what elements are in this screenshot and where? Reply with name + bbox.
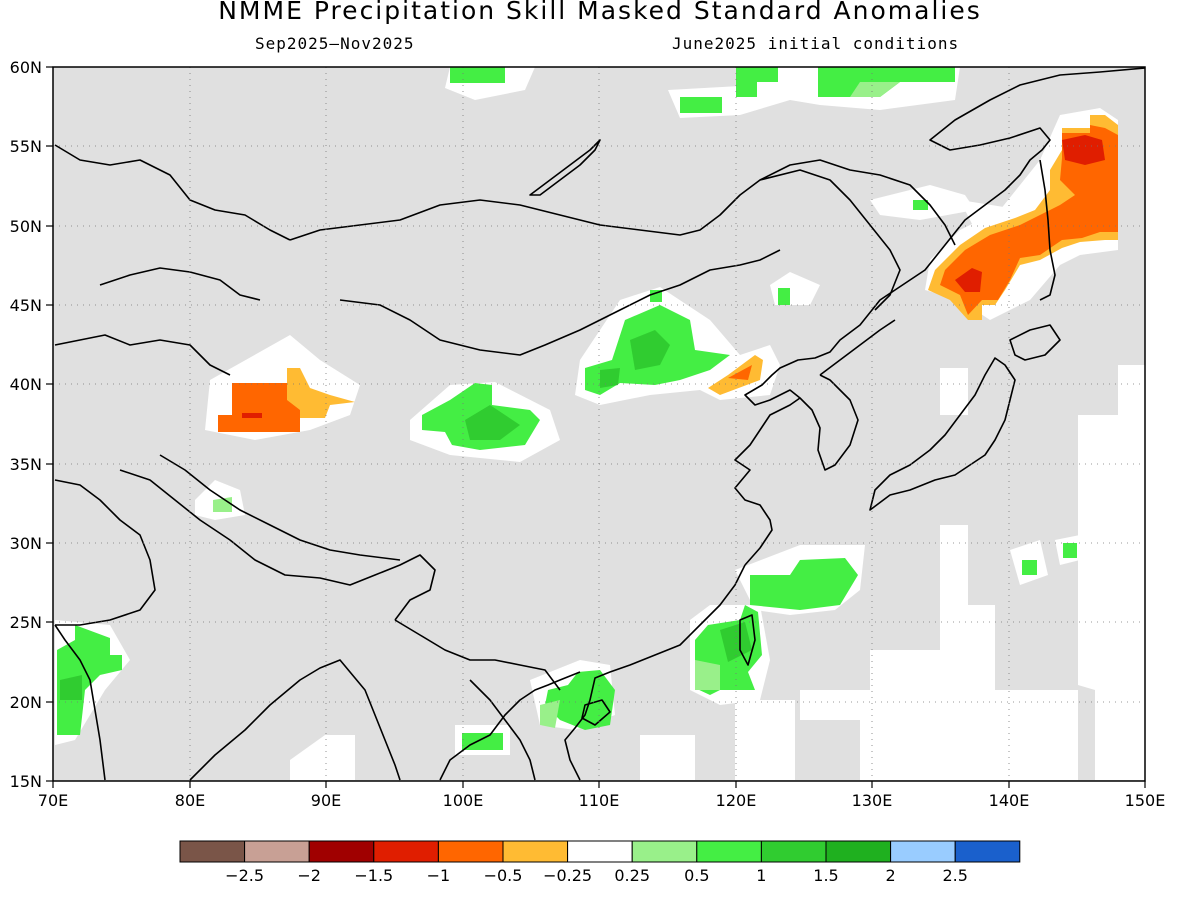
map-title: NMME Precipitation Skill Masked Standard… (218, 0, 982, 25)
border-southeast-asia (394, 619, 561, 691)
coastline-sakhalin (1039, 159, 1056, 301)
legend-color-box (890, 840, 956, 863)
legend-tick-label: −0.5 (484, 866, 523, 885)
legend-color-box (825, 840, 892, 863)
border-china-korea (819, 319, 896, 376)
lat-label: 45N (10, 296, 42, 315)
axis-ticks (46, 66, 1146, 788)
color-legend (179, 840, 1021, 863)
lat-label: 40N (10, 375, 42, 394)
coastline-taiwan (739, 614, 756, 666)
lat-label: 15N (10, 772, 42, 791)
anomaly-layer (53, 67, 1145, 781)
lat-label: 35N (10, 455, 42, 474)
lake-baikal (529, 139, 601, 196)
border-china-mongolia (289, 169, 901, 311)
legend-tick-label: −2.5 (225, 866, 264, 885)
coastline-hainan (581, 699, 611, 726)
legend-color-box (373, 840, 439, 863)
legend-tick-label: 1.5 (813, 866, 838, 885)
coastlines-borders (54, 67, 1145, 781)
legend-tick-label: 2 (886, 866, 896, 885)
legend-tick-labels: −2.5 −2 −1.5 −1 −0.5 −0.25 0.25 0.5 1 1.5 2 2.5 (225, 866, 968, 885)
legend-color-box (631, 840, 698, 863)
coastline-india-bay (54, 624, 106, 781)
legend-color-box (760, 840, 827, 863)
border-kazakhstan-south (54, 334, 231, 376)
lon-label: 140E (989, 791, 1030, 810)
legend-tick-label: −2 (297, 866, 321, 885)
legend-tick-label: −1 (427, 866, 451, 885)
legend-tick-label: −0.25 (543, 866, 592, 885)
lat-label: 60N (10, 58, 42, 77)
coastline-bangladesh-myanmar (189, 659, 401, 781)
coastline-hokkaido (1009, 324, 1061, 361)
legend-color-box (179, 840, 246, 863)
negative-anomalies (218, 115, 1118, 432)
legend-color-box (696, 840, 762, 863)
border-mongolia-south (339, 249, 781, 356)
lon-label: 90E (311, 791, 341, 810)
border-tibet-india (159, 454, 401, 561)
lat-label: 55N (10, 137, 42, 156)
legend-color-box (244, 840, 310, 863)
legend-tick-label: −1.5 (354, 866, 393, 885)
legend-tick-label: 1 (756, 866, 766, 885)
border-russia-kazakh (54, 144, 291, 241)
lon-label: 150E (1125, 791, 1166, 810)
border-india-pakistan (54, 479, 156, 626)
lat-label: 30N (10, 534, 42, 553)
lat-label: 20N (10, 693, 42, 712)
coastline-south-china (564, 564, 746, 781)
lat-lon-grid (53, 67, 1145, 781)
longitude-labels: 70E 80E 90E 100E 110E 120E 130E 140E 150… (38, 791, 1166, 810)
legend-color-box (954, 840, 1021, 863)
legend-tick-label: 0.25 (614, 866, 650, 885)
latitude-labels: 60N 55N 50N 45N 40N 35N 30N 25N 20N 15N (10, 58, 42, 791)
legend-color-box (437, 840, 504, 863)
legend-tick-label: 2.5 (942, 866, 967, 885)
lon-label: 100E (443, 791, 484, 810)
lat-label: 25N (10, 613, 42, 632)
lon-label: 120E (716, 791, 757, 810)
border-russia-china-northeast (759, 159, 956, 246)
legend-color-box (567, 840, 633, 863)
coastline-east-asia (734, 67, 1145, 566)
lon-label: 70E (38, 791, 68, 810)
lon-label: 80E (175, 791, 205, 810)
lon-label: 110E (579, 791, 620, 810)
initial-conditions: June2025 initial conditions (672, 34, 960, 53)
border-himalaya (119, 469, 436, 621)
border-indochina-inner (469, 679, 536, 781)
legend-tick-label: 0.5 (684, 866, 709, 885)
legend-color-box (502, 840, 569, 863)
lat-label: 50N (10, 217, 42, 236)
forecast-period: Sep2025–Nov2025 (255, 34, 415, 53)
lon-label: 130E (852, 791, 893, 810)
coastline-japan-honshu (869, 357, 1016, 511)
coastline-korea (799, 374, 859, 471)
legend-color-box (308, 840, 375, 863)
